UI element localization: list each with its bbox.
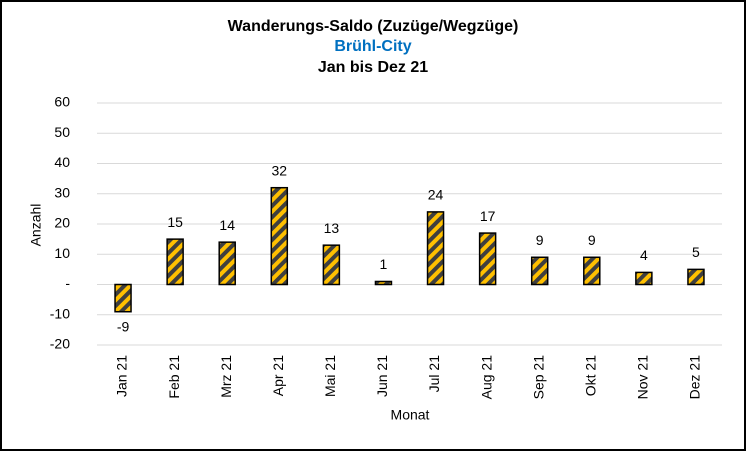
x-tick-label: Aug 21: [478, 355, 494, 400]
y-tick-label: 50: [54, 124, 70, 140]
bar: [374, 280, 393, 286]
chart-subtitle: Brühl-City: [334, 38, 411, 55]
bar: [270, 186, 289, 286]
bar: [635, 271, 653, 286]
x-tick-label: Feb 21: [166, 355, 182, 399]
x-tick-label: Apr 21: [270, 355, 286, 396]
value-label: 14: [219, 217, 235, 233]
x-tick-label: Jun 21: [374, 355, 390, 397]
y-tick-label: -: [65, 275, 70, 291]
y-tick-label: -10: [50, 305, 70, 321]
y-tick-label: 20: [54, 215, 70, 231]
x-tick-label: Mrz 21: [218, 355, 234, 398]
x-tick-label: Okt 21: [582, 355, 598, 396]
y-tick-label: 40: [54, 154, 70, 170]
y-tick-label: 30: [54, 184, 70, 200]
value-label: 4: [640, 247, 648, 263]
value-label: 1: [380, 256, 388, 272]
chart-title: Wanderungs-Saldo (Zuzüge/Wegzüge): [228, 18, 519, 35]
x-tick-label: Mai 21: [322, 355, 338, 397]
y-axis-label: Anzahl: [28, 204, 44, 247]
x-tick-label: Nov 21: [635, 355, 651, 400]
value-label: 9: [536, 232, 544, 248]
value-label: 15: [167, 214, 183, 230]
bar: [530, 256, 549, 286]
value-label: -9: [117, 318, 130, 334]
bar: [218, 241, 236, 286]
y-tick-label: 10: [54, 245, 70, 261]
x-tick-label: Jul 21: [426, 355, 442, 393]
x-tick-label: Dez 21: [687, 355, 703, 400]
chart-period: Jan bis Dez 21: [318, 59, 428, 76]
bar: [114, 283, 132, 313]
bar: [426, 211, 445, 286]
bar: [687, 268, 705, 286]
value-label: 13: [324, 220, 340, 236]
bar: [322, 244, 341, 286]
y-tick-label: 60: [54, 94, 70, 110]
x-tick-label: Sep 21: [530, 355, 546, 400]
value-label: 17: [480, 208, 496, 224]
bar: [166, 238, 184, 286]
y-tick-label: -20: [50, 336, 70, 352]
value-label: 24: [428, 187, 444, 203]
value-label: 32: [272, 162, 288, 178]
x-axis-label: Monat: [391, 407, 430, 423]
value-label: 9: [588, 232, 596, 248]
bar: [583, 256, 601, 286]
value-label: 5: [692, 244, 700, 260]
bar: [478, 232, 497, 286]
x-tick-label: Jan 21: [114, 355, 130, 397]
